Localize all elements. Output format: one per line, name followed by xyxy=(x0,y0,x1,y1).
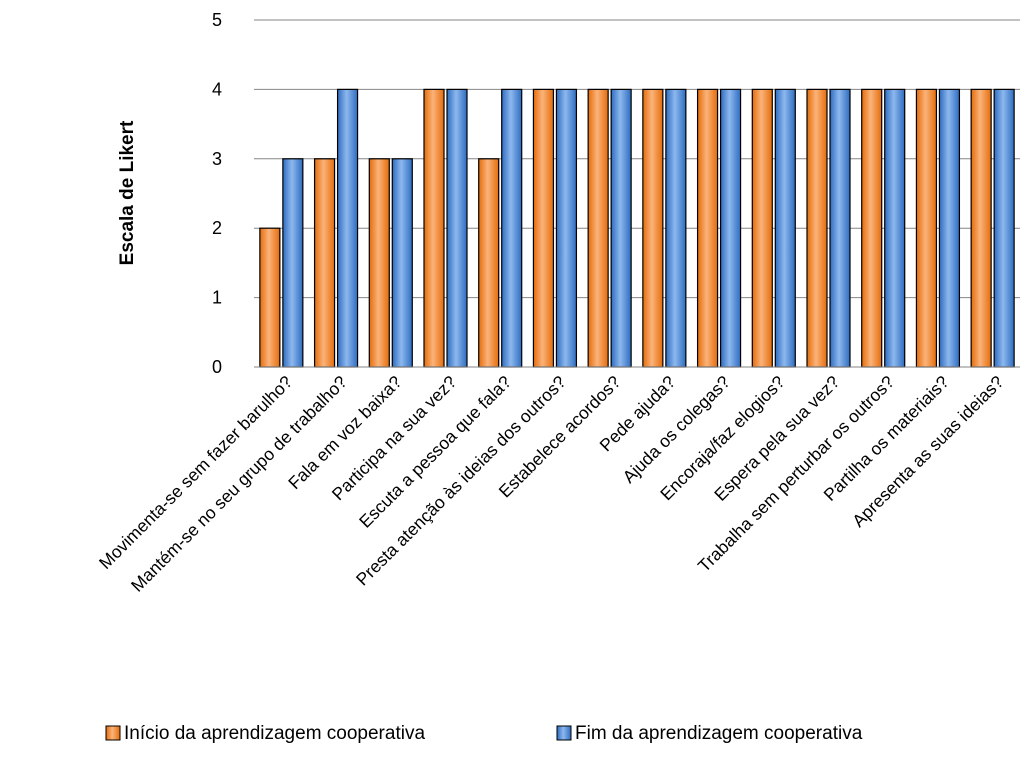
y-tick-label: 2 xyxy=(212,218,222,238)
bar-fim-9 xyxy=(774,88,796,368)
bar-inicio-9 xyxy=(751,88,773,368)
bar-fim-8 xyxy=(719,88,742,368)
bar-inicio-1 xyxy=(313,158,336,368)
x-category-label: Movimenta-se sem fazer barulho? xyxy=(95,371,296,572)
bar-inicio-6 xyxy=(587,88,609,368)
bar-inicio-13 xyxy=(970,88,992,368)
bar-inicio-2 xyxy=(368,158,390,368)
y-axis-title: Escala de Likert xyxy=(117,120,138,265)
bar-fim-5 xyxy=(555,88,578,368)
y-axis-ticks: 0 1 2 3 4 5 xyxy=(212,10,222,377)
y-tick-label: 1 xyxy=(212,288,222,308)
bar-inicio-8 xyxy=(696,88,719,368)
y-tick-label: 0 xyxy=(212,357,222,377)
bar-inicio-3 xyxy=(423,88,445,368)
bar-fim-6 xyxy=(610,88,632,368)
bar-fim-10 xyxy=(829,88,851,368)
legend-label-1: Fim da aprendizagem cooperativa xyxy=(575,723,863,744)
legend: Início da aprendizagem cooperativa Fim da… xyxy=(105,723,863,744)
bar-inicio-7 xyxy=(642,88,664,368)
y-tick-label: 3 xyxy=(212,149,222,169)
x-category-label: Mantém-se no seu grupo de trabalho? xyxy=(127,372,351,596)
bar-inicio-11 xyxy=(861,88,883,368)
x-category-label: Trabalha sem perturbar os outros? xyxy=(694,372,898,576)
bar-fim-4 xyxy=(501,88,523,368)
bar-inicio-10 xyxy=(806,88,828,368)
legend-label-0: Início da aprendizagem cooperativa xyxy=(124,723,425,744)
x-axis-category-labels: Movimenta-se sem fazer barulho?Mantém-se… xyxy=(95,371,1008,595)
bar-fim-0 xyxy=(282,158,304,368)
bar-fim-13 xyxy=(993,88,1015,368)
bar-inicio-4 xyxy=(478,158,500,368)
bar-inicio-0 xyxy=(259,227,281,368)
bar-fim-11 xyxy=(884,88,906,368)
legend-swatch-1 xyxy=(556,725,572,741)
bar-fim-3 xyxy=(446,88,468,368)
bar-fim-1 xyxy=(336,88,359,368)
bar-inicio-12 xyxy=(915,88,938,368)
bar-fim-7 xyxy=(665,88,687,368)
bar-fim-2 xyxy=(391,158,413,368)
legend-swatch-0 xyxy=(105,725,121,741)
y-tick-label: 5 xyxy=(212,10,222,30)
bar-fim-12 xyxy=(938,88,961,368)
bar-inicio-5 xyxy=(532,88,555,368)
y-tick-label: 4 xyxy=(212,79,222,99)
